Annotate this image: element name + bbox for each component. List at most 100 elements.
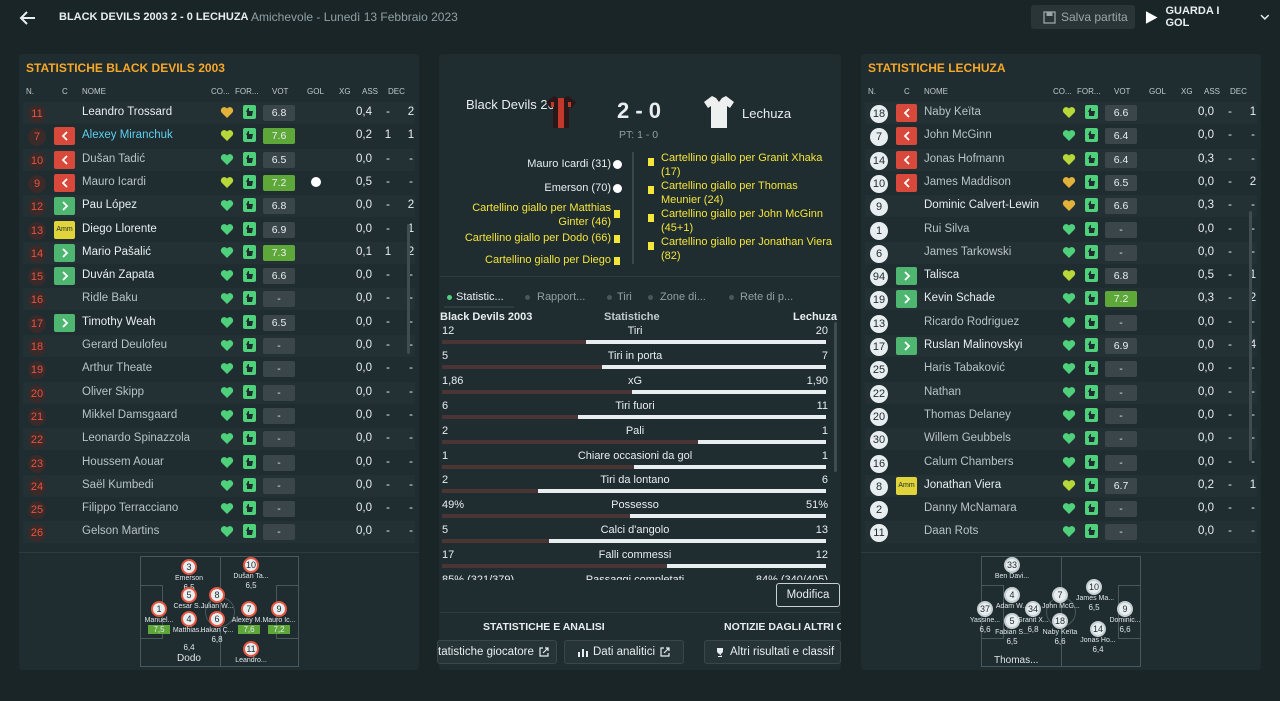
player-row[interactable]: 14 Jonas Hofmann 6.4 0,3 - - <box>865 148 1257 171</box>
formation-player-marker[interactable]: 10 <box>1086 579 1102 595</box>
formation-player-marker[interactable]: 37 <box>977 601 993 617</box>
formation-player-marker[interactable]: 33 <box>1004 557 1020 573</box>
player-row[interactable]: 26 Gelson Martins - 0,0 - - <box>23 521 415 544</box>
scrollbar[interactable] <box>1249 211 1252 461</box>
player-row[interactable]: 94 Talisca 6.8 0,5 - 1 <box>865 265 1257 287</box>
player-name[interactable]: Oliver Skipp <box>82 385 144 398</box>
stats-tab[interactable]: Rapport... <box>537 291 586 303</box>
player-name[interactable]: Willem Geubbels <box>924 432 1011 445</box>
player-row[interactable]: 13 Ricardo Rodriguez - 0,0 - - <box>865 312 1257 334</box>
player-name[interactable]: Rui Silva <box>924 222 970 235</box>
player-name[interactable]: Filippo Terracciano <box>82 502 179 515</box>
stats-tab[interactable]: Zone di... <box>660 291 706 303</box>
player-row[interactable]: 7 Alexey Miranchuk 7.6 0,2 1 1 <box>23 125 415 147</box>
player-row[interactable]: 7 John McGinn 6.4 0,0 - - <box>865 125 1257 147</box>
player-row[interactable]: 30 Willem Geubbels - 0,0 - - <box>865 428 1257 451</box>
player-name[interactable]: Timothy Weah <box>82 315 156 328</box>
stats-scrollbar[interactable] <box>834 322 837 472</box>
player-name[interactable]: Gerard Deulofeu <box>82 339 168 351</box>
player-name[interactable]: Leandro Trossard <box>82 106 173 118</box>
player-row[interactable]: 16 Ridle Baku - 0,0 - - <box>23 288 415 311</box>
player-name[interactable]: Leonardo Spinazzola <box>82 432 191 445</box>
formation-player-marker[interactable]: 8 <box>209 587 225 603</box>
player-row[interactable]: 24 Saël Kumbedi - 0,0 - - <box>23 474 415 497</box>
other-results-button[interactable]: Altri risultati e classif <box>704 640 841 664</box>
player-row[interactable]: 10 James Maddison 6.5 0,0 - 2 <box>865 172 1257 194</box>
player-name[interactable]: Mikkel Damsgaard <box>82 408 178 421</box>
player-name[interactable]: Haris Tabaković <box>924 362 1005 375</box>
player-name[interactable]: James Maddison <box>924 175 1011 188</box>
player-row[interactable]: 21 Mikkel Damsgaard - 0,0 - - <box>23 405 415 427</box>
player-row[interactable]: 9 Mauro Icardi 7.2 0,5 - - <box>23 172 415 194</box>
player-row[interactable]: 20 Thomas Delaney - 0,0 - - <box>865 405 1257 427</box>
formation-player-marker[interactable]: 1 <box>151 601 167 617</box>
player-row[interactable]: 17 Timothy Weah 6.5 0,0 - - <box>23 312 415 334</box>
player-row[interactable]: 20 Oliver Skipp - 0,0 - - <box>23 381 415 404</box>
player-row[interactable]: 9 Dominic Calvert-Lewin 6.6 0,3 - - <box>865 195 1257 218</box>
player-name[interactable]: Arthur Theate <box>82 362 153 375</box>
formation-player-marker[interactable]: 5 <box>1004 613 1020 629</box>
formation-player-marker[interactable]: 10 <box>243 557 259 573</box>
player-row[interactable]: 22 Nathan - 0,0 - - <box>865 381 1257 404</box>
formation-player-marker[interactable]: 9 <box>1117 601 1133 617</box>
player-name[interactable]: Saël Kumbedi <box>82 478 154 491</box>
player-name[interactable]: Danny McNamara <box>924 502 1017 515</box>
player-name[interactable]: Dominic Calvert-Lewin <box>924 199 1040 212</box>
player-name[interactable]: Alexey Miranchuk <box>82 129 173 142</box>
back-arrow-icon[interactable] <box>18 8 38 28</box>
player-row[interactable]: 6 James Tarkowski - 0,0 - - <box>865 241 1257 264</box>
player-name[interactable]: Nathan <box>924 385 962 398</box>
player-name[interactable]: Daan Rots <box>924 525 979 538</box>
player-name[interactable]: Mauro Icardi <box>82 175 146 188</box>
formation-player-marker[interactable]: 9 <box>271 601 287 617</box>
player-name[interactable]: Jonathan Viera <box>924 478 1002 491</box>
player-name[interactable]: James Tarkowski <box>924 245 1012 258</box>
player-row[interactable]: 11 Daan Rots - 0,0 - - <box>865 521 1257 544</box>
player-name[interactable]: Ridle Baku <box>82 292 138 305</box>
player-row[interactable]: 25 Filippo Terracciano - 0,0 - - <box>23 498 415 520</box>
player-name[interactable]: John McGinn <box>924 129 992 142</box>
watch-goals-button[interactable]: GUARDA I GOL <box>1145 5 1270 29</box>
player-row[interactable]: 15 Duván Zapata 6.6 0,0 - - <box>23 265 415 287</box>
player-row[interactable]: 25 Haris Tabaković - 0,0 - - <box>865 358 1257 380</box>
chevron-down-icon[interactable] <box>1260 13 1270 21</box>
player-name[interactable]: Houssem Aouar <box>82 455 164 468</box>
formation-player-marker[interactable]: 6 <box>209 611 225 627</box>
player-name[interactable]: Kevin Schade <box>924 292 995 305</box>
player-row[interactable]: 13 Amm Diego Llorente 6.9 0,0 - 1 <box>23 219 415 241</box>
player-row[interactable]: 2 Danny McNamara - 0,0 - - <box>865 498 1257 520</box>
formation-player-marker[interactable]: 4 <box>1004 587 1020 603</box>
player-name[interactable]: Mario Pašalić <box>82 245 152 258</box>
formation-player-marker[interactable]: 3 <box>181 559 197 575</box>
player-row[interactable]: 11 Leandro Trossard 6.8 0,4 - 2 <box>23 102 415 124</box>
player-name[interactable]: Gelson Martins <box>82 525 160 538</box>
player-row[interactable]: 22 Leonardo Spinazzola - 0,0 - - <box>23 428 415 451</box>
player-name[interactable]: Pau López <box>82 199 137 212</box>
modify-button[interactable]: Modifica <box>776 583 840 607</box>
player-name[interactable]: Thomas Delaney <box>924 408 1011 421</box>
formation-player-marker[interactable]: 7 <box>241 601 257 617</box>
formation-player-marker[interactable]: 18 <box>1052 613 1068 629</box>
player-stats-button[interactable]: tatistiche giocatore <box>437 640 557 664</box>
player-name[interactable]: Ricardo Rodriguez <box>924 315 1020 328</box>
player-row[interactable]: 17 Ruslan Malinovskyi 6.9 0,0 - 4 <box>865 335 1257 357</box>
player-row[interactable]: 10 Dušan Tadić 6.5 0,0 - - <box>23 148 415 171</box>
player-name[interactable]: Talisca <box>924 269 960 282</box>
formation-player-marker[interactable]: 34 <box>1025 601 1041 617</box>
formation-player-marker[interactable]: 14 <box>1090 621 1106 637</box>
player-row[interactable]: 18 Gerard Deulofeu - 0,0 - - <box>23 335 415 357</box>
player-row[interactable]: 1 Rui Silva - 0,0 - - <box>865 219 1257 241</box>
scrollbar[interactable] <box>407 224 410 354</box>
player-row[interactable]: 18 Naby Keïta 6.6 0,0 - 1 <box>865 102 1257 124</box>
player-name[interactable]: Calum Chambers <box>924 455 1014 468</box>
player-row[interactable]: 16 Calum Chambers - 0,0 - - <box>865 452 1257 474</box>
formation-player-marker[interactable]: 4 <box>181 611 197 627</box>
formation-player-marker[interactable]: 5 <box>181 587 197 603</box>
player-name[interactable]: Duván Zapata <box>82 269 155 282</box>
player-name[interactable]: Naby Keïta <box>924 106 981 118</box>
player-row[interactable]: 19 Kevin Schade 7.2 0,3 - 2 <box>865 288 1257 311</box>
player-name[interactable]: Jonas Hofmann <box>924 152 1005 165</box>
player-name[interactable]: Diego Llorente <box>82 222 157 235</box>
player-row[interactable]: 12 Pau López 6.8 0,0 - 2 <box>23 195 415 218</box>
player-row[interactable]: 14 Mario Pašalić 7.3 0,1 1 2 <box>23 241 415 264</box>
